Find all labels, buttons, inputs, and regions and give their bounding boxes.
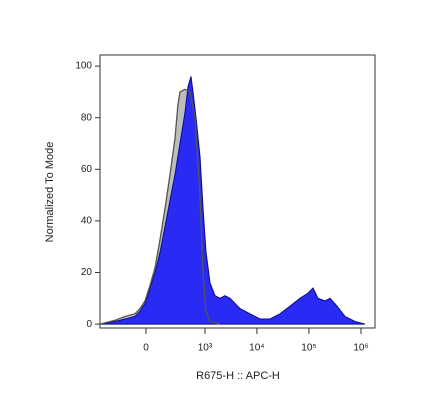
y-tick-label: 80 [81, 112, 93, 123]
x-axis-title: R675-H :: APC-H [196, 370, 280, 382]
plot-frame [99, 54, 376, 329]
x-tick-label: 10⁵ [301, 343, 316, 354]
y-tick-label: 40 [81, 216, 93, 227]
control-line [99, 88, 221, 325]
y-tick-label: 0 [86, 319, 92, 330]
x-tick-label: 10³ [198, 343, 213, 354]
y-axis-title: Normalized To Mode [44, 142, 56, 243]
sample-area [99, 76, 366, 325]
x-tick-label: 10⁴ [249, 343, 264, 354]
y-tick-label: 100 [75, 61, 92, 72]
y-tick-label: 60 [81, 164, 93, 175]
x-tick-label: 0 [143, 343, 149, 354]
x-tick-label: 10⁶ [353, 343, 368, 354]
y-tick-label: 20 [81, 267, 93, 278]
